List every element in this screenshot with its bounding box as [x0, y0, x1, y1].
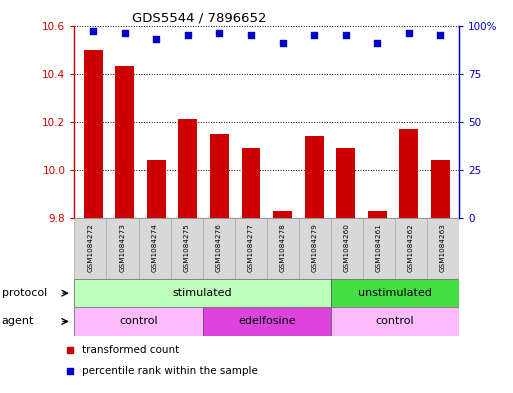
Bar	[139, 218, 170, 279]
Text: GDS5544 / 7896652: GDS5544 / 7896652	[132, 11, 267, 24]
Point	[279, 40, 287, 46]
Bar	[368, 211, 387, 218]
Bar	[427, 218, 459, 279]
Text: GSM1084272: GSM1084272	[87, 223, 93, 272]
Bar	[203, 307, 331, 336]
Text: GSM1084278: GSM1084278	[280, 223, 286, 272]
Text: agent: agent	[2, 316, 34, 327]
Point	[215, 30, 224, 37]
Bar	[235, 218, 267, 279]
Bar	[273, 211, 292, 218]
Bar	[363, 218, 395, 279]
Text: edelfosine: edelfosine	[238, 316, 295, 327]
Bar	[299, 218, 331, 279]
Bar	[74, 307, 203, 336]
Bar	[331, 279, 459, 307]
Bar	[74, 218, 107, 279]
Point	[89, 28, 97, 35]
Bar	[107, 218, 139, 279]
Bar	[203, 218, 234, 279]
Text: GSM1084273: GSM1084273	[120, 223, 126, 272]
Bar	[267, 218, 299, 279]
Bar	[305, 136, 324, 218]
Text: GSM1084276: GSM1084276	[215, 223, 222, 272]
Point	[310, 32, 318, 38]
Bar	[395, 218, 427, 279]
Text: GSM1084279: GSM1084279	[312, 223, 318, 272]
Point	[247, 32, 255, 38]
Bar	[399, 129, 418, 218]
Point	[436, 32, 444, 38]
Point	[373, 40, 381, 46]
Point	[405, 30, 413, 37]
Text: control: control	[119, 316, 158, 327]
Bar	[331, 218, 363, 279]
Text: GSM1084263: GSM1084263	[440, 223, 446, 272]
Point	[121, 30, 129, 37]
Bar	[84, 50, 103, 218]
Bar	[170, 218, 203, 279]
Bar	[147, 160, 166, 218]
Text: percentile rank within the sample: percentile rank within the sample	[83, 365, 259, 376]
Text: GSM1084274: GSM1084274	[151, 223, 157, 272]
Bar	[179, 119, 198, 218]
Text: protocol: protocol	[2, 288, 47, 298]
Point	[184, 32, 192, 38]
Point	[152, 36, 161, 42]
Text: GSM1084260: GSM1084260	[344, 223, 350, 272]
Text: control: control	[376, 316, 415, 327]
Bar	[331, 307, 459, 336]
Text: stimulated: stimulated	[173, 288, 232, 298]
Bar	[431, 160, 450, 218]
Bar	[336, 148, 355, 218]
Text: transformed count: transformed count	[83, 345, 180, 355]
Text: GSM1084275: GSM1084275	[184, 223, 190, 272]
Bar	[210, 134, 229, 218]
Text: GSM1084262: GSM1084262	[408, 223, 414, 272]
Text: GSM1084277: GSM1084277	[248, 223, 254, 272]
Text: GSM1084261: GSM1084261	[376, 223, 382, 272]
Bar	[74, 279, 331, 307]
Bar	[115, 66, 134, 218]
Bar	[242, 148, 261, 218]
Point	[342, 32, 350, 38]
Text: unstimulated: unstimulated	[358, 288, 432, 298]
